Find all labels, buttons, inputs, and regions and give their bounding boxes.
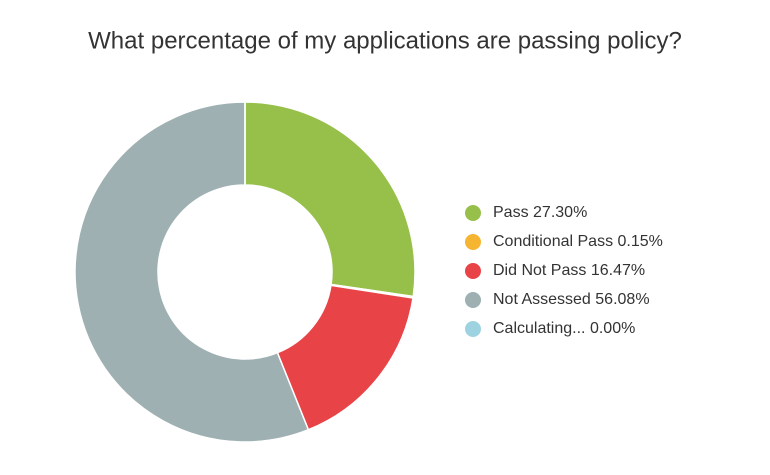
legend-value: 0.00%: [590, 320, 635, 337]
legend-marker: [465, 234, 481, 250]
legend-name: Not Assessed: [493, 291, 591, 308]
legend-value: 0.15%: [618, 233, 663, 250]
legend-marker: [465, 205, 481, 221]
legend-name: Did Not Pass: [493, 262, 586, 279]
legend-marker: [465, 292, 481, 308]
chart-title: What percentage of my applications are p…: [88, 27, 682, 54]
legend-marker: [465, 263, 481, 279]
legend-value: 56.08%: [595, 291, 649, 308]
legend-marker: [465, 321, 481, 337]
wedge: [244, 101, 416, 298]
legend-label: Conditional Pass 0.15%: [493, 233, 663, 250]
legend-label: Pass 27.30%: [493, 204, 587, 221]
legend-value: 27.30%: [533, 204, 587, 221]
legend-name: Calculating...: [493, 320, 586, 337]
legend-label: Calculating... 0.00%: [493, 320, 635, 337]
wedge: [74, 101, 310, 443]
legend-label: Not Assessed 56.08%: [493, 291, 650, 308]
legend-name: Pass: [493, 204, 529, 221]
legend-label: Did Not Pass 16.47%: [493, 262, 645, 279]
legend-value: 16.47%: [591, 262, 645, 279]
legend-name: Conditional Pass: [493, 233, 613, 250]
wedge: [276, 284, 414, 431]
